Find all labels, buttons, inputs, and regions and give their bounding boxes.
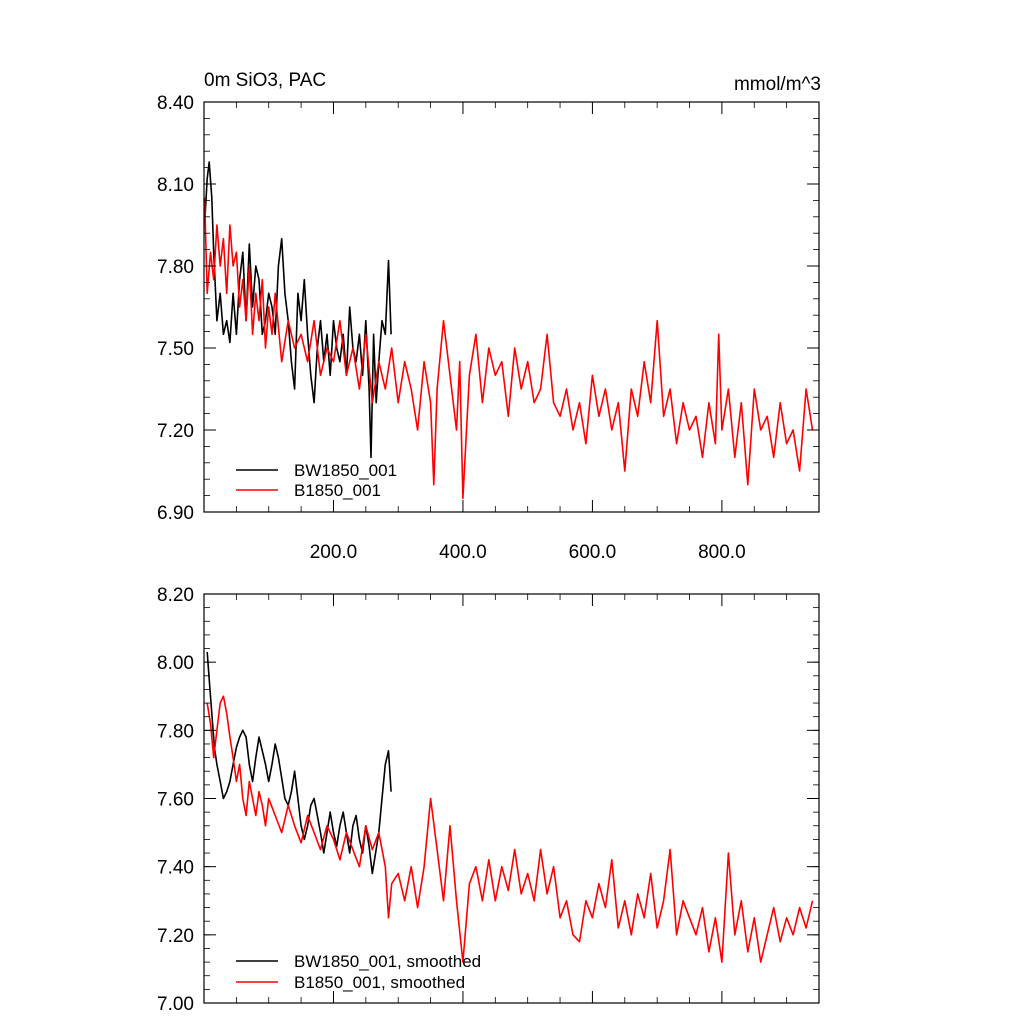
y-tick-label: 7.00 — [157, 994, 194, 1015]
x-tick-label: 800.0 — [698, 542, 746, 563]
chart-title: 0m SiO3, PAC — [204, 70, 326, 91]
plot-frame — [203, 593, 820, 1004]
y-tick-label: 8.10 — [157, 175, 194, 196]
series-line-red — [206, 695, 814, 963]
plot-frame — [203, 101, 820, 513]
legend-label: B1850_001 — [294, 481, 381, 500]
y-tick-label: 6.90 — [157, 503, 194, 524]
y-tick-label: 8.20 — [157, 585, 194, 606]
y-tick-label: 7.40 — [157, 858, 194, 879]
bottom-panel: 7.00 7.20 7.40 7.60 7.80 8.00 8.20 BW1850_001, … — [157, 585, 820, 1015]
units-label: mmol/m^3 — [734, 74, 821, 95]
legend-label: BW1850_001 — [294, 461, 397, 480]
legend-label: B1850_001, smoothed — [294, 973, 465, 992]
y-tick-label: 7.20 — [157, 926, 194, 947]
y-tick-label: 8.00 — [157, 653, 194, 674]
x-tick-label: 200.0 — [310, 542, 358, 563]
top-panel: 6.90 7.20 7.50 7.80 8.10 8.40 200.0 400.0 600.0 8… — [157, 70, 821, 563]
y-tick-label: 7.60 — [157, 790, 194, 811]
series-line-red — [203, 197, 814, 500]
series-line-black — [203, 161, 392, 459]
x-tick-label: 400.0 — [439, 542, 487, 563]
series-line-black — [206, 651, 392, 875]
y-tick-label: 7.50 — [157, 339, 194, 360]
y-tick-label: 7.20 — [157, 421, 194, 442]
y-tick-label: 7.80 — [157, 721, 194, 742]
y-tick-label: 8.40 — [157, 93, 194, 114]
x-tick-label: 600.0 — [569, 542, 617, 563]
y-tick-label: 7.80 — [157, 257, 194, 278]
legend-label: BW1850_001, smoothed — [294, 952, 481, 971]
